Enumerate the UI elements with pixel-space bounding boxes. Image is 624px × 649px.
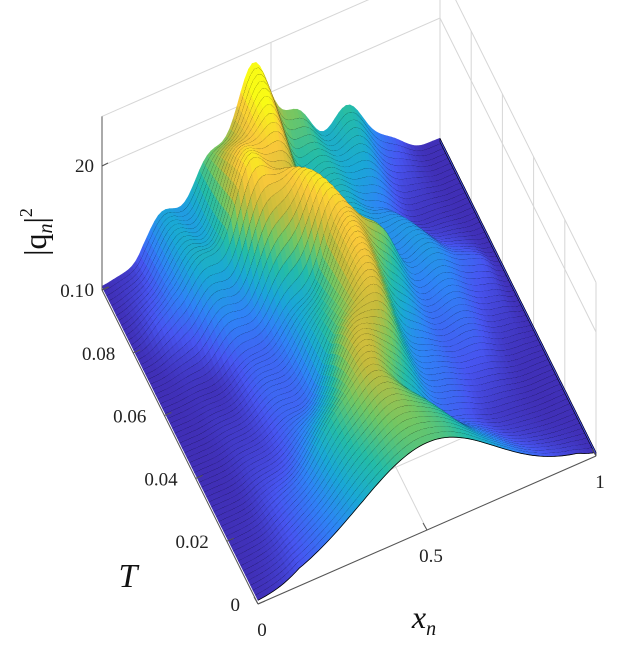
surface — [101, 62, 597, 601]
grid-top-edge — [101, 0, 597, 283]
surface-strip — [113, 95, 456, 317]
surface-strip — [104, 67, 446, 297]
